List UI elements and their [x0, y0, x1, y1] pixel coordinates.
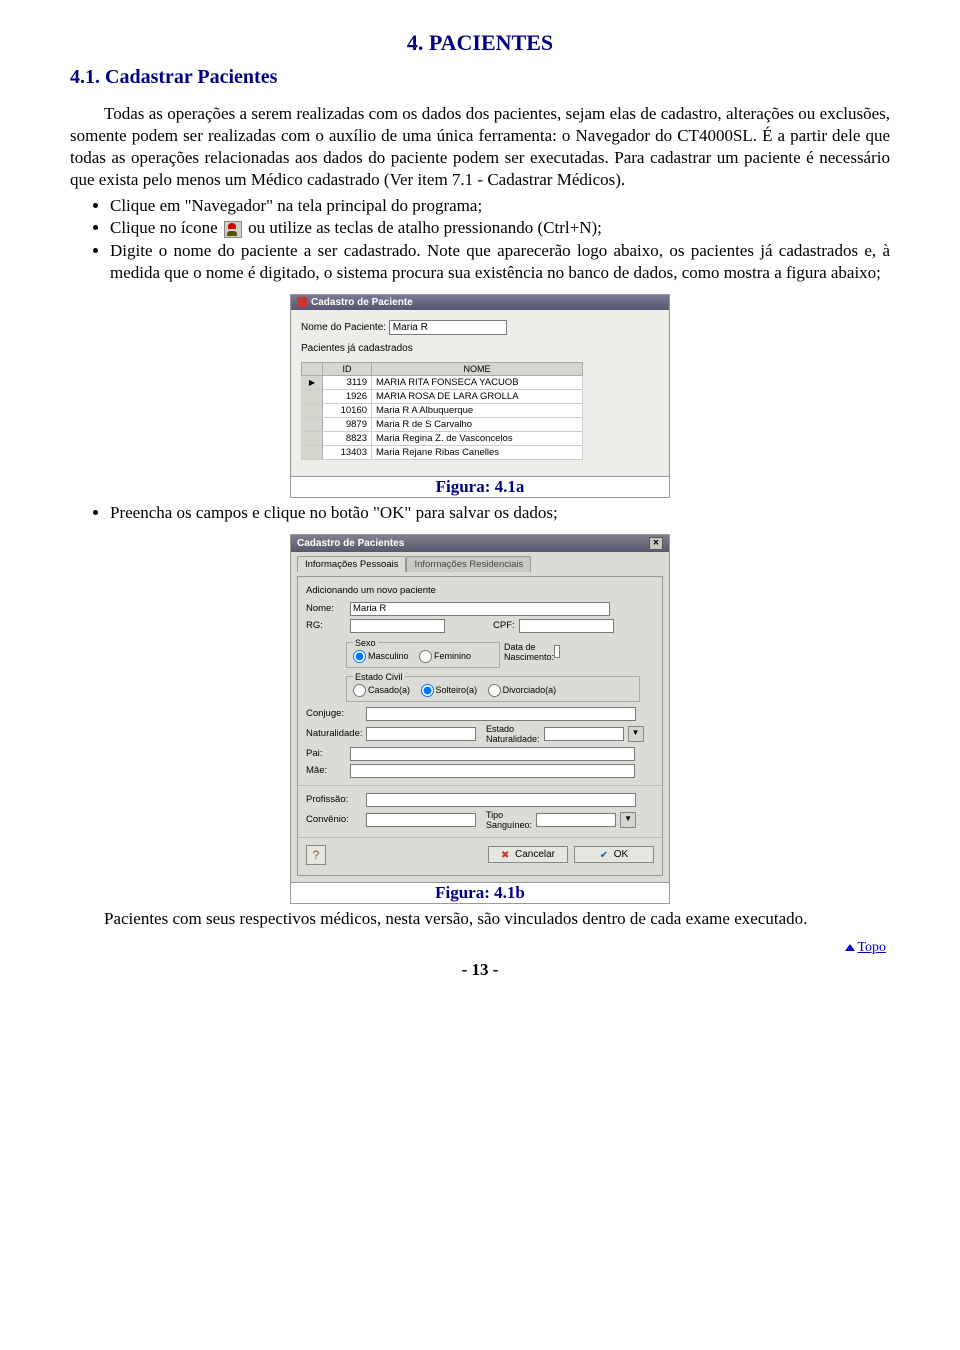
naturalidade-field[interactable]: [366, 727, 476, 741]
bullet-list-1: Clique em "Navegador" na tela principal …: [110, 195, 890, 283]
window-titlebar: Cadastro de Paciente: [291, 295, 669, 310]
list-label: Pacientes já cadastrados: [301, 343, 659, 354]
bullet-list-2: Preencha os campos e clique no botão "OK…: [110, 502, 890, 524]
bullet-text: ou utilize as teclas de atalho pressiona…: [244, 218, 602, 237]
nome-label: Nome do Paciente:: [301, 322, 386, 333]
search-window: Cadastro de Paciente Nome do Paciente: M…: [291, 295, 669, 476]
rg-label: RG:: [306, 620, 346, 631]
table-row[interactable]: 9879Maria R de S Carvalho: [302, 417, 583, 431]
form-window: Cadastro de Pacientes ✕ Informações Pess…: [291, 535, 669, 882]
app-icon: [297, 297, 307, 307]
tipo-sang-label: Tipo Sanguíneo:: [486, 810, 532, 830]
cpf-label: CPF:: [493, 620, 515, 631]
table-row[interactable]: ▶3119MARIA RITA FONSECA YACUOB: [302, 375, 583, 389]
ok-button[interactable]: ✔OK: [574, 846, 654, 863]
tipo-sang-field[interactable]: [536, 813, 616, 827]
paragraph-intro: Todas as operações a serem realizadas co…: [70, 103, 890, 191]
table-row[interactable]: 1926MARIA ROSA DE LARA GROLLA: [302, 389, 583, 403]
naturalidade-label: Naturalidade:: [306, 728, 362, 739]
window-title-text: Cadastro de Paciente: [311, 297, 413, 308]
arrow-up-icon: [845, 944, 855, 951]
pai-label: Pai:: [306, 748, 346, 759]
window-title-text: Cadastro de Pacientes: [297, 538, 404, 549]
radio-divorciado[interactable]: Divorciado(a): [488, 685, 557, 695]
mae-field[interactable]: [350, 764, 635, 778]
table-row[interactable]: 13403Maria Rejane Ribas Canelles: [302, 445, 583, 459]
profissao-field[interactable]: [366, 793, 636, 807]
radio-masculino[interactable]: Masculino: [353, 651, 409, 661]
radio-casado[interactable]: Casado(a): [353, 685, 410, 695]
section-title: 4.1. Cadastrar Pacientes: [70, 66, 890, 89]
cancel-button[interactable]: ✖Cancelar: [488, 846, 568, 863]
bullet-text: Clique no ícone: [110, 218, 222, 237]
sexo-legend: Sexo: [353, 638, 378, 648]
window-titlebar: Cadastro de Pacientes ✕: [291, 535, 669, 552]
figure-caption: Figura: 4.1a: [291, 476, 670, 497]
conjuge-label: Conjuge:: [306, 708, 362, 719]
mae-label: Mãe:: [306, 765, 346, 776]
profissao-label: Profissão:: [306, 794, 362, 805]
col-id: ID: [323, 362, 372, 375]
page-title: 4. PACIENTES: [70, 30, 890, 56]
ecivil-legend: Estado Civil: [353, 672, 405, 682]
tab-pessoais[interactable]: Informações Pessoais: [297, 556, 406, 572]
estado-nat-field[interactable]: [544, 727, 624, 741]
form-subtitle: Adicionando um novo paciente: [306, 585, 654, 596]
nome-input[interactable]: Maria R: [389, 320, 507, 335]
conjuge-field[interactable]: [366, 707, 636, 721]
dnasc-field[interactable]: [554, 645, 560, 658]
help-button[interactable]: ?: [306, 845, 326, 865]
col-nome: NOME: [372, 362, 583, 375]
figure-4-1b: Cadastro de Pacientes ✕ Informações Pess…: [290, 534, 670, 904]
convenio-field[interactable]: [366, 813, 476, 827]
dropdown-icon[interactable]: ▼: [620, 812, 636, 828]
nome-field[interactable]: Maria R: [350, 602, 610, 616]
bullet-item: Clique no ícone ou utilize as teclas de …: [110, 217, 890, 239]
topo-link[interactable]: Topo: [845, 940, 886, 956]
page-number: - 13 -: [70, 960, 890, 980]
estado-nat-label: Estado Naturalidade:: [486, 724, 540, 744]
bullet-item: Clique em "Navegador" na tela principal …: [110, 195, 890, 217]
figure-4-1a: Cadastro de Paciente Nome do Paciente: M…: [290, 294, 670, 498]
convenio-label: Convênio:: [306, 814, 362, 825]
paragraph-footer: Pacientes com seus respectivos médicos, …: [70, 908, 890, 930]
table-row[interactable]: 10160Maria R A Albuquerque: [302, 403, 583, 417]
bullet-item: Digite o nome do paciente a ser cadastra…: [110, 240, 890, 284]
radio-feminino[interactable]: Feminino: [419, 651, 471, 661]
cpf-field[interactable]: [519, 619, 614, 633]
figure-caption: Figura: 4.1b: [291, 882, 670, 903]
nome-label: Nome:: [306, 603, 346, 614]
tab-residenciais[interactable]: Informações Residenciais: [406, 556, 531, 572]
bullet-item: Preencha os campos e clique no botão "OK…: [110, 502, 890, 524]
col-marker: [302, 362, 323, 375]
rg-field[interactable]: [350, 619, 445, 633]
table-row[interactable]: 8823Maria Regina Z. de Vasconcelos: [302, 431, 583, 445]
new-patient-icon: [224, 221, 242, 238]
patients-table: ID NOME ▶3119MARIA RITA FONSECA YACUOB 1…: [301, 362, 583, 460]
dropdown-icon[interactable]: ▼: [628, 726, 644, 742]
radio-solteiro[interactable]: Solteiro(a): [421, 685, 478, 695]
pai-field[interactable]: [350, 747, 635, 761]
close-icon[interactable]: ✕: [649, 537, 663, 550]
dnasc-label: Data de Nascimento:: [504, 642, 554, 662]
